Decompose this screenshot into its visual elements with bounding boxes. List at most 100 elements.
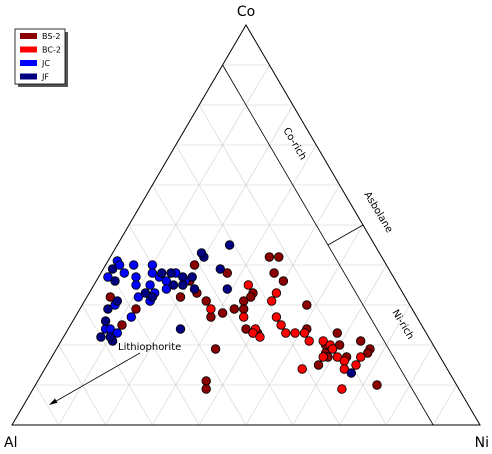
- point-jc: [145, 280, 155, 290]
- point-bc-2: [248, 328, 258, 338]
- point-jf: [215, 264, 226, 274]
- point-bc-2: [327, 344, 338, 354]
- point-jf: [140, 288, 151, 298]
- region-lines: [222, 64, 434, 426]
- grid-line: [81, 304, 153, 426]
- point-bs-2: [241, 324, 251, 334]
- point-jf: [105, 332, 116, 342]
- grid-line: [128, 224, 247, 426]
- point-bs-2: [201, 384, 211, 394]
- point-jf: [196, 248, 207, 258]
- point-jf: [110, 276, 120, 286]
- point-bc-2: [339, 356, 350, 366]
- grid-line: [175, 144, 340, 426]
- point-bc-2: [243, 280, 254, 290]
- point-bs-2: [189, 260, 200, 270]
- grid-line: [58, 344, 106, 426]
- vertex-label-ni: Ni: [475, 435, 489, 451]
- point-bc-2: [206, 304, 216, 314]
- point-bc-2: [337, 384, 347, 394]
- point-bs-2: [201, 376, 211, 386]
- asbolane-label: Asbolane: [361, 190, 394, 235]
- point-bs-2: [105, 292, 116, 302]
- point-bs-2: [363, 348, 373, 358]
- point-bc-2: [290, 328, 300, 338]
- point-bs-2: [274, 252, 284, 262]
- grid-line: [432, 384, 457, 426]
- point-bc-2: [351, 360, 361, 370]
- vertex-label-al: Al: [4, 435, 17, 451]
- point-bc-2: [297, 364, 307, 374]
- point-jf: [178, 272, 188, 282]
- point-jf: [100, 316, 111, 326]
- point-jc: [161, 284, 172, 294]
- point-bs-2: [210, 344, 221, 354]
- ni-rich-label: Ni-rich: [389, 308, 415, 342]
- point-bs-2: [217, 308, 228, 318]
- point-bs-2: [278, 276, 289, 286]
- lithiophorite-label: Lithiophorite: [118, 342, 181, 353]
- point-jf: [96, 332, 106, 342]
- co-rich-label: Co-rich: [280, 126, 308, 162]
- point-jf: [189, 284, 200, 294]
- point-jc: [147, 260, 158, 270]
- lithiophorite-arrowhead: [49, 398, 58, 405]
- grid-line: [152, 144, 317, 426]
- point-bs-2: [229, 304, 240, 314]
- vertex-label-co: Co: [237, 4, 255, 20]
- legend-swatch-bc-2: [20, 46, 37, 53]
- point-jf: [178, 280, 188, 290]
- point-bs-2: [302, 300, 312, 310]
- point-bc-2: [299, 328, 310, 338]
- legend-label-jc: JC: [41, 59, 50, 68]
- point-jc: [119, 268, 130, 278]
- point-bc-2: [318, 352, 328, 362]
- point-jf: [147, 292, 158, 302]
- point-bs-2: [372, 380, 382, 390]
- point-jc: [112, 328, 123, 338]
- point-bc-2: [255, 332, 265, 342]
- point-bc-2: [339, 364, 350, 374]
- point-bs-2: [175, 292, 186, 302]
- point-jc: [128, 260, 139, 270]
- legend: BS-2 BC-2 JC JF: [14, 28, 68, 87]
- point-bc-2: [304, 336, 314, 346]
- point-bs-2: [332, 328, 343, 338]
- point-jf: [112, 296, 123, 306]
- point-jf: [346, 368, 357, 378]
- point-bc-2: [276, 320, 286, 330]
- point-bs-2: [238, 304, 249, 314]
- point-jc: [126, 312, 137, 322]
- point-bs-2: [334, 340, 345, 350]
- grid-line: [58, 64, 270, 426]
- point-bc-2: [281, 328, 291, 338]
- legend-swatch-bs-2: [20, 33, 37, 39]
- point-bs-2: [245, 292, 256, 302]
- point-bs-2: [206, 312, 216, 322]
- point-jf: [224, 240, 235, 250]
- point-jf: [168, 280, 179, 290]
- legend-label-bc-2: BC-2: [42, 46, 61, 55]
- point-bs-2: [201, 296, 211, 306]
- point-bc-2: [238, 312, 249, 322]
- point-jf: [187, 272, 197, 282]
- point-jc: [103, 272, 113, 282]
- point-bc-2: [271, 288, 282, 298]
- point-jf: [166, 268, 176, 278]
- legend-label-bs-2: BS-2: [42, 32, 60, 41]
- legend-swatch-jf: [20, 73, 37, 80]
- lithiophorite-arrow-line: [50, 352, 141, 405]
- point-bs-2: [269, 268, 279, 278]
- point-bs-2: [313, 360, 324, 370]
- point-bc-2: [267, 296, 277, 306]
- legend-swatch-jc: [20, 60, 37, 66]
- point-jf: [157, 268, 167, 278]
- point-bs-2: [264, 252, 275, 262]
- point-jc: [131, 280, 141, 290]
- point-bs-2: [131, 304, 141, 314]
- point-jc: [114, 260, 125, 270]
- point-bs-2: [238, 296, 249, 306]
- point-jc: [147, 268, 158, 278]
- point-jf: [103, 304, 113, 314]
- point-bc-2: [356, 352, 366, 362]
